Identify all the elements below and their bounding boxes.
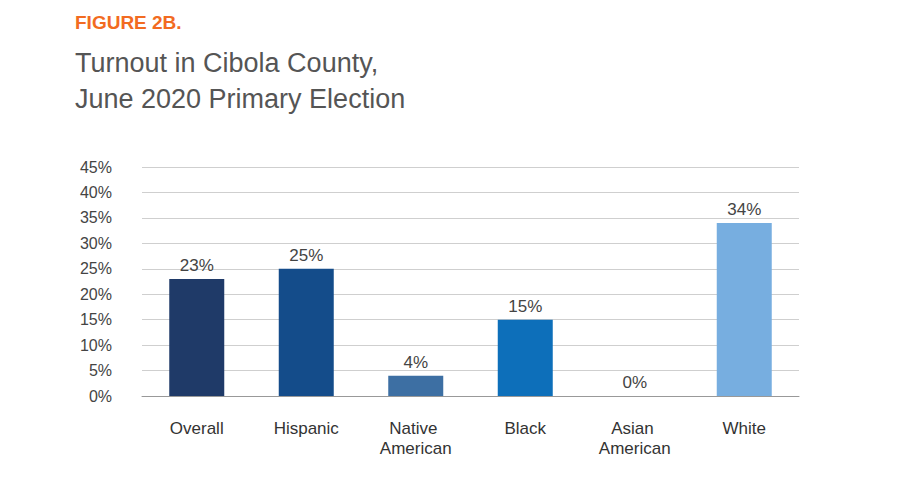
svg-text:0%: 0% (89, 388, 112, 405)
svg-text:Asian: Asian (611, 419, 658, 438)
svg-text:30%: 30% (80, 235, 112, 252)
svg-text:June 2020 Primary Election: June 2020 Primary Election (75, 84, 405, 114)
svg-text:Hispanic: Hispanic (274, 419, 340, 438)
svg-text:25%: 25% (289, 246, 323, 265)
svg-text:15%: 15% (508, 297, 542, 316)
svg-text:4%: 4% (403, 353, 428, 372)
svg-text:Turnout in Cibola County,: Turnout in Cibola County, (75, 48, 386, 78)
svg-text:Overall: Overall (170, 419, 224, 438)
svg-text:25%: 25% (80, 260, 112, 277)
svg-text:34%: 34% (727, 200, 761, 219)
svg-text:20%: 20% (80, 286, 112, 303)
svg-text:45%: 45% (80, 159, 112, 176)
svg-text:FIGURE 2B.: FIGURE 2B. (75, 12, 182, 33)
svg-text:15%: 15% (80, 311, 112, 328)
svg-text:American: American (380, 439, 452, 458)
svg-text:10%: 10% (80, 337, 112, 354)
svg-text:5%: 5% (89, 362, 112, 379)
svg-text:White: White (723, 419, 766, 438)
svg-text:Native: Native (389, 419, 442, 438)
svg-text:Black: Black (504, 419, 546, 438)
svg-text:35%: 35% (80, 209, 112, 226)
svg-text:American: American (599, 439, 671, 458)
svg-text:0%: 0% (622, 373, 647, 392)
svg-text:40%: 40% (80, 184, 112, 201)
svg-text:23%: 23% (180, 256, 214, 275)
